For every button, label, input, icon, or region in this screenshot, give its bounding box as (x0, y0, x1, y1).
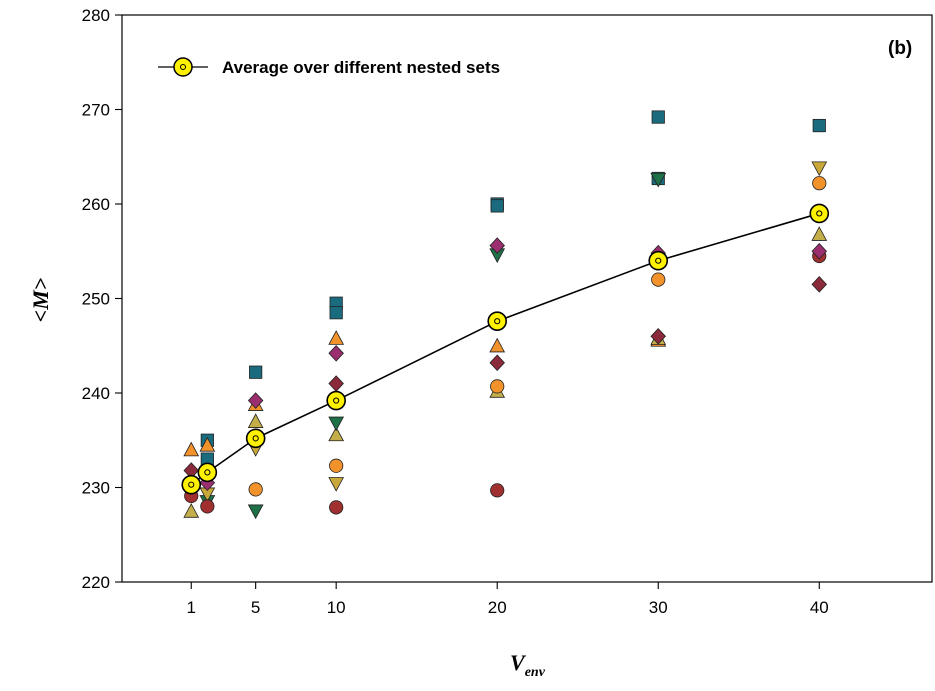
average-point-center (816, 210, 823, 217)
data-point (199, 436, 216, 452)
x-tick-label: 30 (649, 598, 668, 617)
legend-marker-dot (180, 64, 186, 70)
data-point (651, 110, 665, 124)
legend-marker (173, 57, 193, 77)
data-point (248, 482, 263, 497)
x-tick-label: 10 (327, 598, 346, 617)
plot-area (121, 14, 933, 583)
average-markers (181, 203, 830, 495)
data-point (812, 176, 827, 191)
average-point-center (494, 318, 501, 325)
average-point (197, 462, 218, 483)
average-point-center (188, 481, 195, 488)
data-markers (183, 110, 828, 520)
data-point (811, 161, 828, 177)
data-point (247, 392, 264, 409)
data-point (650, 328, 666, 345)
x-tick-label: 40 (810, 598, 829, 617)
average-point-center (204, 469, 211, 476)
y-axis: 220 230 240 250 260 270 280 (82, 6, 122, 592)
x-tick-label: 1 (187, 598, 196, 617)
average-point (648, 250, 669, 271)
data-point (328, 345, 344, 362)
y-tick-label: 270 (82, 101, 110, 120)
data-point (489, 337, 506, 353)
x-axis: 1 5 10 20 30 40 (187, 582, 829, 617)
y-tick-label: 220 (82, 573, 110, 592)
legend-entry: Average over different nested sets (222, 58, 500, 77)
x-axis-title-main: V (510, 650, 527, 675)
data-point (650, 172, 667, 188)
data-point (490, 483, 505, 498)
data-point (489, 237, 505, 254)
y-tick-label: 230 (82, 479, 110, 498)
data-point (249, 365, 263, 379)
data-point (328, 416, 345, 432)
y-tick-label: 250 (82, 290, 110, 309)
data-point (328, 426, 345, 442)
data-point (490, 199, 504, 213)
average-point (487, 311, 508, 331)
y-tick-label: 240 (82, 384, 110, 403)
average-point (809, 203, 830, 224)
average-point-center (252, 435, 259, 442)
data-point (183, 441, 200, 457)
y-axis-title: <M> (28, 278, 53, 323)
y-tick-label: 280 (82, 6, 110, 25)
average-point (181, 474, 202, 495)
data-point (247, 504, 264, 520)
data-point (490, 379, 505, 394)
x-tick-label: 20 (488, 598, 507, 617)
data-point (329, 458, 344, 473)
data-point (183, 503, 200, 518)
average-point-center (655, 257, 662, 264)
average-point-center (333, 397, 340, 404)
x-tick-label: 5 (251, 598, 260, 617)
data-point (328, 330, 345, 345)
y-tick-label: 260 (82, 195, 110, 214)
data-point (328, 477, 345, 492)
x-axis-title: Venv (510, 650, 546, 680)
legend: Average over different nested sets (158, 57, 500, 77)
data-point (811, 242, 828, 260)
data-point (811, 226, 828, 241)
data-point (811, 276, 828, 293)
data-point (200, 499, 215, 514)
data-point (247, 413, 264, 428)
average-point (326, 390, 346, 411)
data-point (812, 118, 826, 133)
data-point (329, 306, 343, 320)
data-point (489, 354, 505, 372)
average-point (245, 428, 266, 449)
data-point (329, 500, 344, 515)
x-axis-title-sub: env (525, 665, 546, 680)
data-point (651, 272, 666, 287)
panel-label: (b) (888, 38, 912, 59)
